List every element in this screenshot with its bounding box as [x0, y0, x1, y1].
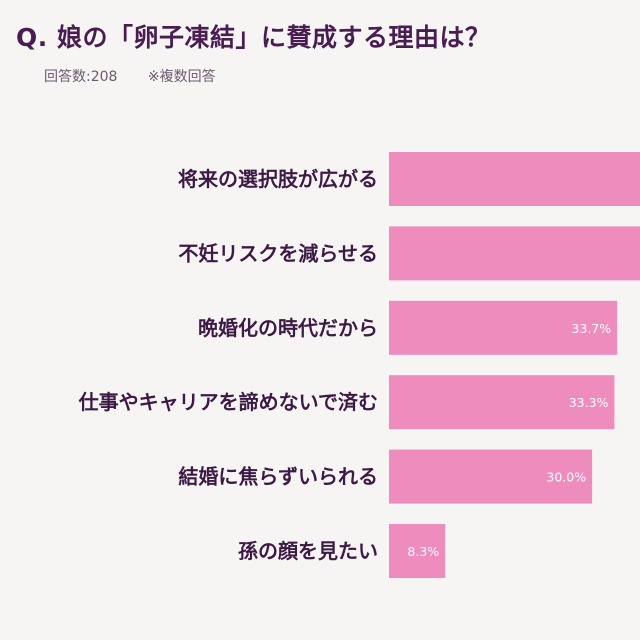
category-label-3: 晩婚化の時代だから [198, 316, 378, 340]
value-label-4: 33.3% [569, 395, 609, 410]
page-title: Q. 娘の「卵子凍結」に賛成する理由は？ [16, 23, 491, 52]
bar-2 [389, 226, 640, 281]
multiple-answer-note: ※複数回答 [147, 69, 216, 85]
value-label-3: 33.7% [571, 321, 611, 336]
category-label-5: 結婚に焦らずいられる [178, 465, 378, 489]
value-label-5: 30.0% [546, 470, 586, 485]
category-label-2: 不妊リスクを減らせる [178, 241, 378, 265]
survey-note: 回答数:208 ※複数回答 [44, 66, 242, 86]
bar-5 [389, 449, 593, 504]
category-label-1: 将来の選択肢が広がる [178, 167, 378, 191]
category-label-6: 孫の顔を見たい [238, 539, 378, 563]
bar-4 [389, 375, 615, 430]
bar-6 [389, 524, 446, 578]
category-label-4: 仕事やキャリアを諦めないで済む [78, 390, 378, 414]
bar-3 [389, 300, 618, 355]
bar-1 [389, 152, 640, 206]
value-label-6: 8.3% [407, 544, 439, 559]
respondent-count: 回答数:208 [44, 69, 118, 85]
